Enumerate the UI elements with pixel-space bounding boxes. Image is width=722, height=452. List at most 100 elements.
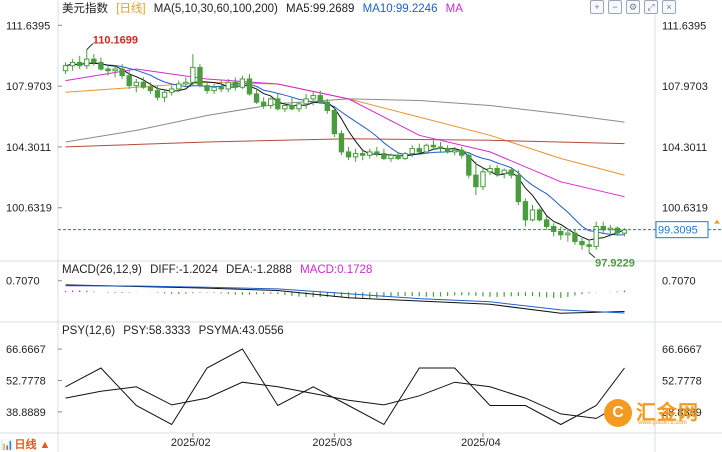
candle-body-51 <box>423 144 430 153</box>
candle-body-14 <box>161 91 168 98</box>
ma10-legend: MA10:99.2246 <box>362 3 438 15</box>
psyma-value: PSYMA:43.0556 <box>198 325 284 337</box>
low-marker-line <box>588 252 596 259</box>
psyma-line <box>65 381 625 419</box>
candle-body-35 <box>310 95 316 100</box>
corner-period-label[interactable]: 日线 ▲ <box>1 436 50 452</box>
candle-body-41 <box>352 153 359 158</box>
ma-params-label[interactable]: MA(5,10,30,60,100,200) <box>153 3 278 15</box>
candle-body-67 <box>536 209 543 221</box>
candle-body-74 <box>586 244 592 247</box>
candle-body-37 <box>324 101 331 111</box>
price-y-label-right-1: 107.9703 <box>662 81 708 93</box>
candle-body-12 <box>147 86 154 92</box>
candle-body-65 <box>522 201 529 221</box>
psy-y-label-left-1: 52.7778 <box>6 375 46 387</box>
ma5-legend: MA5:99.2689 <box>286 3 355 15</box>
candle-body-16 <box>176 83 182 90</box>
macd-dif-line <box>65 284 625 314</box>
macd-dif-value: DIFF:-1.2024 <box>150 264 218 276</box>
macd-dea-value: DEA:-1.2888 <box>226 264 292 276</box>
candle-body-47 <box>395 154 401 160</box>
candle-body-61 <box>494 167 500 174</box>
candle-body-17 <box>183 81 189 85</box>
candle-body-23 <box>225 81 231 90</box>
price-legend: 美元指数 [日线] MA(5,10,30,60,100,200) MA5:99.… <box>62 1 468 17</box>
candle-body-46 <box>388 154 394 160</box>
candle-body-11 <box>140 81 147 88</box>
psy-line <box>65 348 625 426</box>
candle-body-64 <box>515 174 522 203</box>
price-arrow-icon <box>714 219 720 224</box>
psy-y-label-right-1: 52.7778 <box>662 375 702 387</box>
macd-y-label-right-0: 0.7070 <box>662 276 696 288</box>
candle-body-8 <box>119 68 125 77</box>
candle-body-50 <box>416 148 422 153</box>
candle-body-43 <box>367 151 373 156</box>
candle-body-60 <box>487 167 493 173</box>
high-annotation: 110.1699 <box>93 35 138 47</box>
macd-value: MACD:0.1728 <box>300 264 373 276</box>
candle-body-79 <box>621 229 628 234</box>
candle-body-32 <box>289 105 295 110</box>
price-ma200-line <box>65 138 625 148</box>
price-y-label-right-3: 100.6319 <box>662 203 708 215</box>
candle-body-59 <box>480 171 486 188</box>
candle-body-73 <box>579 240 585 246</box>
price-y-label-left-3: 100.6319 <box>6 203 52 215</box>
price-y-label-right-0: 111.6395 <box>662 20 706 32</box>
psy-y-label-left-0: 66.6667 <box>6 344 46 356</box>
candle-body-31 <box>282 105 288 110</box>
candle-body-78 <box>614 227 621 234</box>
watermark-logo-icon: C <box>604 399 632 427</box>
psy-legend: PSY(12,6) PSY:58.3333 PSYMA:43.0556 <box>62 323 289 339</box>
period-label[interactable]: [日线] <box>116 3 146 15</box>
zoom-in-icon[interactable]: + <box>590 0 604 14</box>
candle-body-55 <box>451 149 458 153</box>
macd-dea-line <box>65 285 625 314</box>
price-ma60-line <box>65 98 625 143</box>
watermark: C 汇金网 www.gold678.com <box>604 396 716 430</box>
candle-body-2 <box>76 61 83 67</box>
x-label-1: 2025/03 <box>312 437 352 449</box>
candle-body-25 <box>239 78 246 88</box>
macd-params-label[interactable]: MACD(26,12,9) <box>62 264 142 276</box>
candle-body-53 <box>437 146 444 150</box>
candle-body-30 <box>275 98 281 110</box>
candle-body-7 <box>112 68 118 72</box>
candle-body-56 <box>459 149 465 156</box>
candle-body-71 <box>565 232 571 236</box>
zoom-out-icon[interactable]: − <box>608 0 622 14</box>
candle-body-26 <box>246 78 253 95</box>
candle-body-21 <box>211 86 217 92</box>
psy-y-label-right-2: 38.8889 <box>662 407 702 419</box>
psy-params-label[interactable]: PSY(12,6) <box>62 325 116 337</box>
candle-body-20 <box>204 85 210 92</box>
candle-body-15 <box>168 88 175 93</box>
candle-body-33 <box>296 103 302 110</box>
candle-body-54 <box>444 148 451 153</box>
candle-body-70 <box>558 230 564 236</box>
psy-y-label-right-0: 66.6667 <box>662 344 702 356</box>
candle-body-28 <box>260 101 267 107</box>
watermark-brand: 汇金网 <box>636 402 699 424</box>
candle-body-0 <box>62 65 69 72</box>
price-ma20-line <box>65 68 625 198</box>
candle-body-13 <box>154 90 161 98</box>
current-price-tag-box <box>655 221 709 239</box>
candle-body-4 <box>91 58 97 63</box>
candle-body-39 <box>338 133 345 153</box>
price-ma30-line <box>65 81 625 176</box>
candle-body-22 <box>218 86 224 90</box>
chart-toolbar: + − ⚙ ⤢ × <box>590 0 676 16</box>
price-y-label-right-2: 104.3011 <box>662 142 707 154</box>
fullscreen-icon[interactable]: ⤢ <box>644 0 658 14</box>
psy-y-label-left-2: 38.8889 <box>6 407 46 419</box>
candle-body-52 <box>430 144 437 148</box>
close-icon[interactable]: × <box>662 0 676 14</box>
candle-body-40 <box>345 151 352 158</box>
settings-icon[interactable]: ⚙ <box>626 0 640 14</box>
psy-value: PSY:58.3333 <box>123 325 191 337</box>
candle-body-45 <box>381 153 387 160</box>
